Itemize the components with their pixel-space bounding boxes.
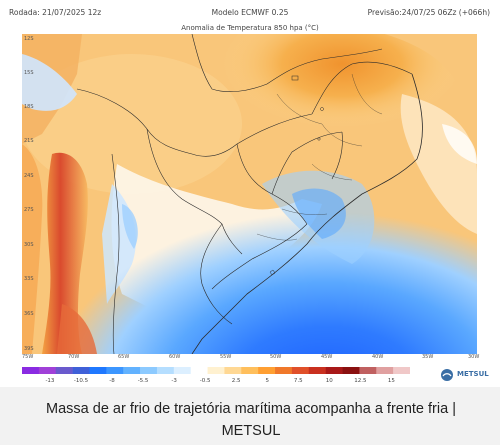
- legend-swatch: [224, 367, 242, 374]
- cold-patch-pacific: [22, 54, 77, 111]
- caption-bar: [0, 387, 500, 445]
- lon-tick: 60W: [169, 354, 181, 360]
- lat-tick: 27S: [24, 207, 34, 213]
- image-caption: Massa de ar frio de trajetória marítima …: [46, 401, 456, 439]
- lon-tick: 55W: [220, 354, 232, 360]
- lon-tick: 75W: [22, 354, 34, 360]
- legend-swatch: [275, 367, 293, 374]
- lat-tick: 33S: [24, 276, 34, 282]
- legend-swatch: [140, 367, 158, 374]
- legend-label: 12.5: [354, 378, 367, 384]
- metsul-logo-text: METSUL: [457, 370, 489, 378]
- legend-swatch: [359, 367, 377, 374]
- lat-tick: 18S: [24, 104, 34, 110]
- legend-swatch: [325, 367, 343, 374]
- legend-swatch: [241, 367, 259, 374]
- legend-swatch: [89, 367, 107, 374]
- legend-label: 15: [388, 378, 395, 384]
- legend-swatch: [291, 367, 310, 374]
- legend-label: -3: [171, 378, 177, 384]
- model-run-label: Rodada: 21/07/2025 12z: [9, 8, 102, 17]
- map-title: Anomalia de Temperatura 850 hpa (°C): [181, 24, 319, 32]
- lat-tick: 15S: [24, 70, 34, 76]
- legend-swatch: [106, 367, 124, 374]
- legend-label: 2.5: [232, 378, 241, 384]
- longitude-axis: 75W 70W 65W 60W 55W 50W 45W 40W 35W 30W: [22, 354, 480, 362]
- lat-tick: 24S: [24, 173, 34, 179]
- country-borders: [76, 34, 413, 354]
- legend-label: -10.5: [74, 378, 89, 384]
- legend-swatch: [258, 367, 276, 374]
- lat-tick: 39S: [24, 346, 34, 352]
- legend-swatch: [173, 367, 191, 374]
- legend-label: -8: [109, 378, 115, 384]
- lon-tick: 40W: [372, 354, 384, 360]
- axis-ticks: 12S 15S 18S 21S 24S 27S 30S 33S 36S 39S: [24, 36, 34, 352]
- legend-label: 7.5: [294, 378, 303, 384]
- legend-swatch: [342, 367, 360, 374]
- lon-tick: 50W: [270, 354, 282, 360]
- lon-tick: 45W: [321, 354, 333, 360]
- legend-swatch: [308, 367, 326, 374]
- lon-tick: 70W: [68, 354, 80, 360]
- legend-swatch: [22, 367, 40, 374]
- legend-swatch: [207, 367, 225, 374]
- legend-swatch: [55, 367, 73, 374]
- coastline: [191, 73, 423, 354]
- temperature-anomaly-map: 12S 15S 18S 21S 24S 27S 30S 33S 36S 39S …: [22, 34, 477, 354]
- legend-label: -0.5: [200, 378, 211, 384]
- lat-tick: 30S: [24, 242, 34, 248]
- lon-tick: 30W: [468, 354, 480, 360]
- legend-swatch: [190, 367, 208, 374]
- legend-swatch: [38, 367, 57, 374]
- lat-tick: 21S: [24, 138, 34, 144]
- color-scale-legend: -13 -10.5 -8 -5.5 -3 -0.5 2.5 5 7.5 10 12.5 15: [22, 367, 410, 384]
- lat-tick: 36S: [24, 311, 34, 317]
- legend-label: -13: [45, 378, 54, 384]
- legend-label: 5: [265, 378, 269, 384]
- legend-swatch: [123, 367, 141, 374]
- lat-tick: 12S: [24, 36, 34, 42]
- lon-tick: 35W: [422, 354, 434, 360]
- legend-label: -5.5: [138, 378, 149, 384]
- legend-label: 10: [326, 378, 333, 384]
- legend-swatch: [72, 367, 90, 374]
- forecast-time-label: Previsão:24/07/25 06Zz (+066h): [367, 8, 490, 17]
- andes-warm-anomaly: [42, 152, 88, 354]
- legend-swatch: [156, 367, 175, 374]
- cold-air-mass: [37, 132, 477, 354]
- legend-swatch: [376, 367, 394, 374]
- model-name-label: Modelo ECMWF 0.25: [211, 8, 289, 17]
- legend-swatch: [393, 367, 410, 374]
- lon-tick: 65W: [118, 354, 130, 360]
- metsul-logo: [441, 369, 453, 381]
